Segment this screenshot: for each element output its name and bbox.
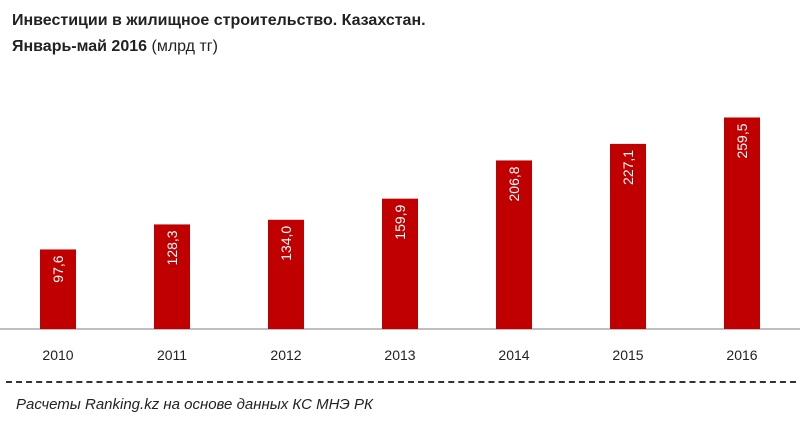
bar-2012 <box>268 219 304 329</box>
source-note: Расчеты Ranking.kz на основе данных КС М… <box>16 396 373 413</box>
bar-2010 <box>40 249 76 329</box>
x-tick-label-2015: 2015 <box>612 347 643 363</box>
data-label-2010: 97,6 <box>50 255 66 282</box>
data-label-2012: 134,0 <box>278 226 294 261</box>
x-tick-label-2011: 2011 <box>157 347 187 363</box>
data-label-2015: 227,1 <box>620 150 636 185</box>
bar-2011 <box>154 224 190 329</box>
bar-2015 <box>610 143 646 329</box>
chart-title-line2: Январь-май 2016 (млрд тг) <box>12 34 426 60</box>
x-tick-label-2013: 2013 <box>384 347 415 363</box>
chart-title-period: Январь-май 2016 <box>12 38 148 55</box>
bar-2016 <box>724 117 760 329</box>
bar-2014 <box>496 160 532 329</box>
footer-divider <box>6 381 796 383</box>
bar-chart: 97,6 2010 128,3 2011 134,0 2012 159,9 2013 206,8… <box>0 117 800 363</box>
bar-2013 <box>382 198 418 329</box>
chart-title: Инвестиции в жилищное строительство. Каз… <box>12 8 426 60</box>
chart-title-line1: Инвестиции в жилищное строительство. Каз… <box>12 12 426 29</box>
chart-title-unit: (млрд тг) <box>151 38 218 55</box>
x-tick-label-2010: 2010 <box>42 347 73 363</box>
x-tick-label-2014: 2014 <box>498 347 529 363</box>
x-tick-label-2012: 2012 <box>270 347 301 363</box>
data-label-2011: 128,3 <box>164 230 180 265</box>
data-label-2013: 159,9 <box>392 204 408 239</box>
data-label-2016: 259,5 <box>734 123 750 158</box>
data-label-2014: 206,8 <box>506 166 522 201</box>
x-tick-label-2016: 2016 <box>726 347 757 363</box>
